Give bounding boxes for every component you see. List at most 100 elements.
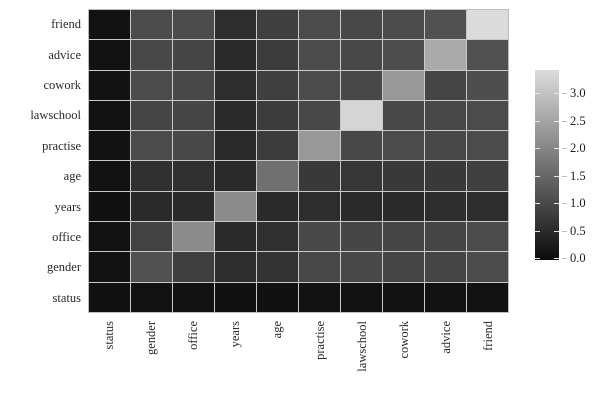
x-axis-label: advice [438, 321, 453, 354]
heatmap-cell [299, 282, 340, 312]
heatmap-cell [383, 282, 424, 312]
y-axis-label: cowork [43, 78, 82, 92]
heatmap-cell [89, 10, 130, 40]
heatmap-cell [215, 40, 256, 70]
heatmap-cell [257, 40, 298, 70]
heatmap-cell [131, 252, 172, 282]
heatmap-cell [299, 100, 340, 131]
heatmap-cell [467, 70, 508, 100]
colorbar-tick [535, 175, 540, 177]
heatmap-cell [89, 191, 130, 222]
y-axis-label: practise [42, 138, 81, 153]
heatmap-cell [467, 161, 508, 191]
colorbar-tick [562, 203, 567, 204]
heatmap-cell [341, 70, 382, 100]
colorbar-tick [535, 203, 540, 204]
heatmap-cell [89, 131, 130, 161]
heatmap-cell [215, 191, 256, 222]
x-axis-label: age [270, 321, 285, 339]
x-axis-label: office [186, 321, 201, 350]
heatmap-cell [257, 282, 298, 312]
colorbar-tick-label: 2.0 [570, 141, 586, 155]
x-axis-label: friend [480, 321, 495, 351]
heatmap-cell [173, 191, 214, 222]
heatmap-cell [257, 131, 298, 161]
heatmap-cell [467, 131, 508, 161]
colorbar-tick [535, 258, 540, 259]
heatmap-cell [425, 70, 466, 100]
heatmap-cell [467, 222, 508, 252]
heatmap-cell [383, 70, 424, 100]
y-axis-label: friend [51, 17, 81, 32]
colorbar-gradient [535, 70, 559, 260]
heatmap-cell [215, 100, 256, 131]
heatmap-cell [467, 40, 508, 70]
colorbar-tick [562, 258, 567, 259]
heatmap-cell [425, 252, 466, 282]
heatmap-cell [89, 70, 130, 100]
x-axis-label: practise [312, 321, 327, 360]
heatmap-cell [383, 10, 424, 40]
heatmap-cell [215, 252, 256, 282]
y-axis-label: gender [46, 260, 81, 275]
heatmap-grid [88, 9, 509, 313]
heatmap-cell [341, 40, 382, 70]
heatmap-cell [173, 131, 214, 161]
heatmap-cell [425, 222, 466, 252]
colorbar-tick-label: 3.0 [570, 86, 586, 100]
x-axis-label: cowork [396, 321, 411, 359]
x-axis-label: status [102, 321, 117, 350]
heatmap-cell [89, 100, 130, 131]
heatmap-cell [383, 131, 424, 161]
colorbar-tick [562, 148, 567, 149]
heatmap-cell [215, 222, 256, 252]
heatmap-cell [425, 10, 466, 40]
heatmap-cell [173, 252, 214, 282]
heatmap-cell [467, 282, 508, 312]
heatmap-cell [383, 161, 424, 191]
heatmap-cell [425, 131, 466, 161]
heatmap-cell [173, 70, 214, 100]
colorbar-tick [535, 148, 540, 149]
heatmap-cell [425, 161, 466, 191]
heatmap-cell [341, 10, 382, 40]
x-axis-label: lawschool [354, 321, 369, 372]
heatmap-cell [257, 161, 298, 191]
colorbar-tick-label: 1.5 [570, 168, 586, 183]
heatmap-cell [299, 222, 340, 252]
heatmap-cell [425, 40, 466, 70]
heatmap-cell [425, 191, 466, 222]
heatmap-cell [89, 40, 130, 70]
heatmap-cell [131, 161, 172, 191]
heatmap-cell [299, 70, 340, 100]
heatmap-cell [383, 191, 424, 222]
heatmap-cell [299, 161, 340, 191]
heatmap-cell [299, 131, 340, 161]
heatmap-cell [89, 222, 130, 252]
heatmap-cell [383, 252, 424, 282]
heatmap-cell [383, 100, 424, 131]
heatmap-cell [215, 70, 256, 100]
colorbar-tick [554, 148, 559, 149]
heatmap-cell [257, 191, 298, 222]
heatmap-cell [341, 161, 382, 191]
heatmap-cell [173, 100, 214, 131]
heatmap-cell [341, 131, 382, 161]
heatmap-cell [425, 100, 466, 131]
heatmap-cell [131, 40, 172, 70]
heatmap-cell [173, 161, 214, 191]
heatmap-cell [257, 10, 298, 40]
y-axis-label: years [54, 199, 81, 214]
heatmap-cell [467, 252, 508, 282]
heatmap-cell [131, 10, 172, 40]
colorbar-tick [535, 230, 540, 232]
heatmap-cell [131, 100, 172, 131]
heatmap-cell [215, 161, 256, 191]
heatmap-cell [341, 100, 382, 131]
colorbar-tick [562, 230, 567, 232]
heatmap-cell [299, 40, 340, 70]
colorbar-tick [535, 120, 540, 122]
heatmap-cell [257, 100, 298, 131]
heatmap-cell [299, 10, 340, 40]
